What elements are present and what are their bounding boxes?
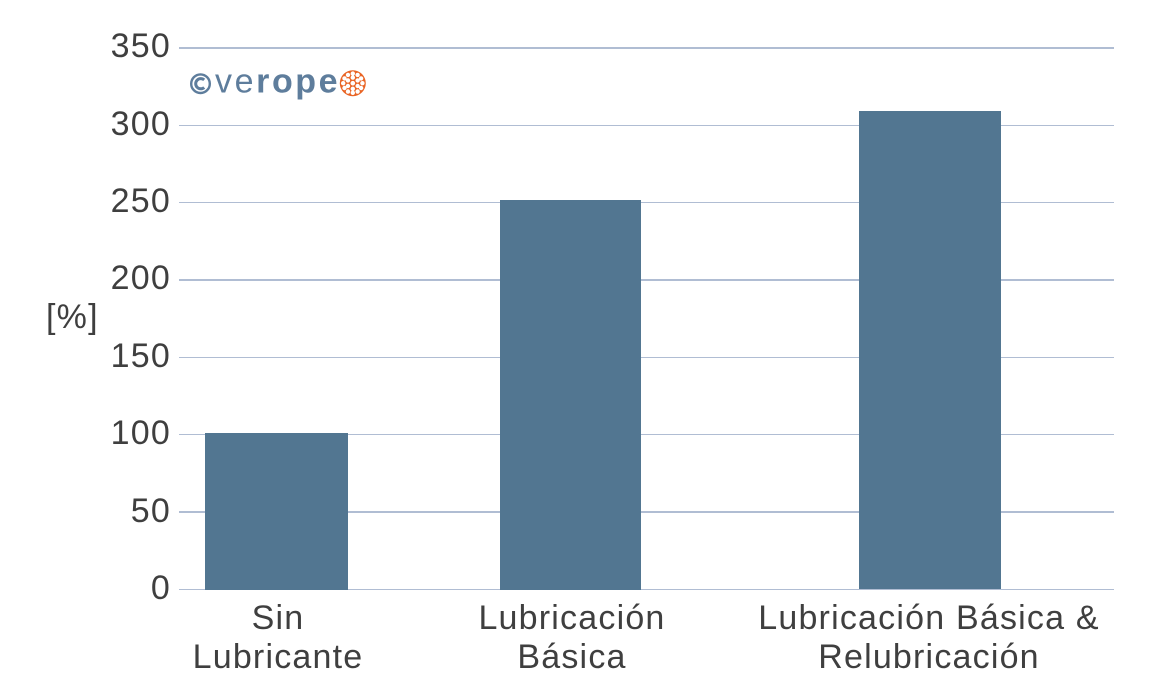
- svg-text:verope: verope: [215, 63, 340, 101]
